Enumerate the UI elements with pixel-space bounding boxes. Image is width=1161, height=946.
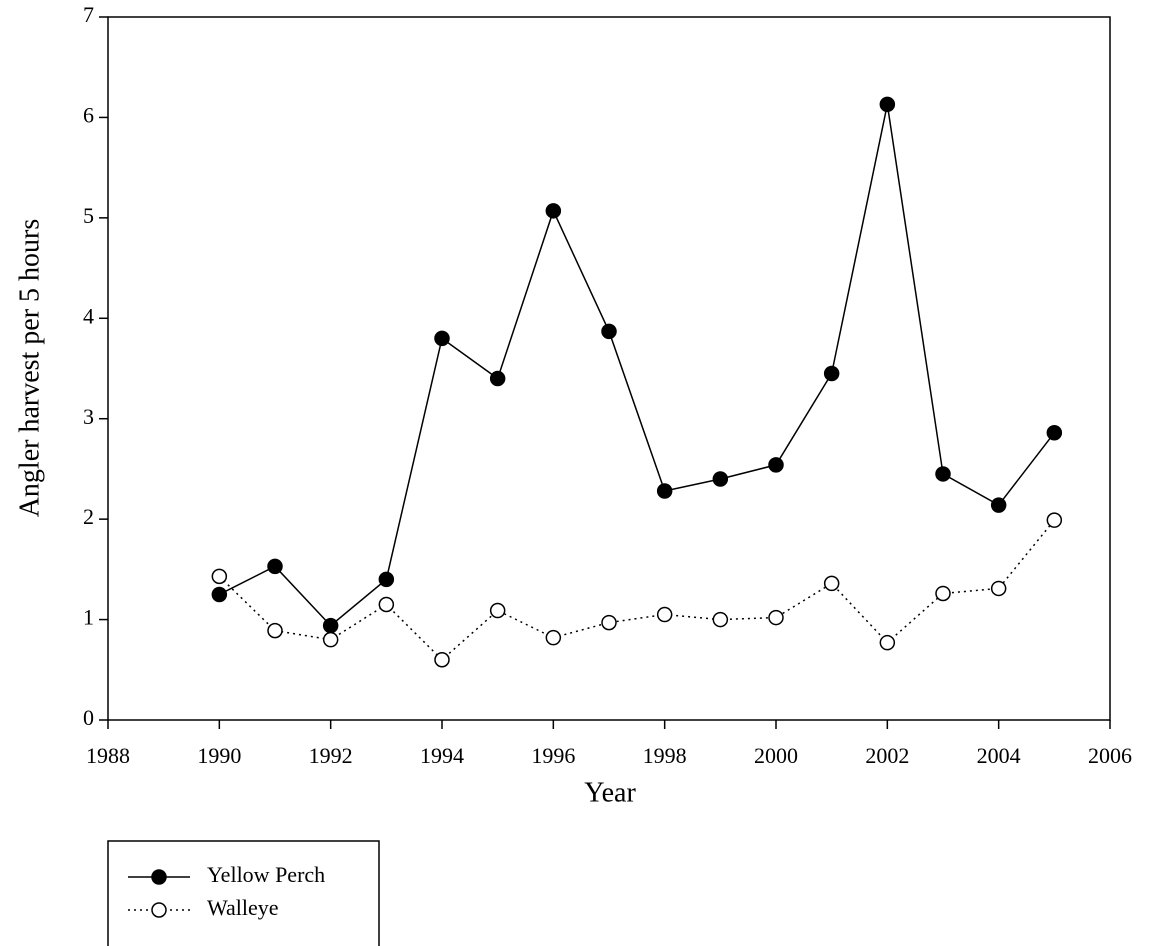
y-tick-label: 5 [83, 203, 94, 228]
legend-marker [151, 902, 167, 918]
data-point [768, 457, 784, 473]
data-point [322, 631, 339, 648]
data-point [489, 370, 506, 387]
data-point [545, 629, 562, 646]
y-tick-label: 3 [83, 404, 94, 429]
x-tick-label: 1996 [531, 743, 575, 768]
data-point [211, 568, 228, 585]
y-tick-label: 4 [83, 303, 94, 328]
data-point [434, 651, 450, 668]
x-tick-label: 1992 [309, 743, 353, 768]
data-point [990, 580, 1007, 597]
data-point [935, 466, 951, 482]
data-point [656, 483, 673, 499]
legend-label: Walleye [207, 895, 279, 920]
data-point [434, 330, 450, 347]
data-point [990, 497, 1007, 513]
y-tick-label: 2 [83, 504, 94, 529]
data-point [768, 609, 784, 626]
y-tick-label: 1 [83, 605, 94, 630]
data-point [601, 614, 617, 631]
x-tick-label: 1998 [643, 743, 687, 768]
data-point [322, 617, 339, 634]
x-tick-label: 2000 [754, 743, 798, 768]
data-point [267, 622, 283, 639]
plot-frame [107, 16, 1111, 721]
data-point [823, 365, 840, 382]
data-point [1046, 425, 1063, 441]
series-line [218, 519, 1055, 661]
series-line [218, 104, 1055, 627]
data-point [601, 323, 617, 340]
y-tick-label: 0 [83, 705, 94, 730]
data-point [712, 471, 729, 487]
y-tick-label: 7 [83, 2, 94, 27]
x-tick-label: 1990 [197, 743, 241, 768]
data-point [378, 571, 395, 588]
data-point [378, 596, 395, 613]
legend-label: Yellow Perch [207, 862, 325, 887]
data-point [656, 606, 673, 623]
data-point [489, 602, 506, 619]
data-point [267, 558, 283, 575]
y-axis-label: Angler harvest per 5 hours [14, 219, 45, 518]
x-tick-label: 2004 [977, 743, 1021, 768]
x-tick-label: 1988 [86, 743, 130, 768]
data-point [211, 586, 228, 603]
x-tick-label: 1994 [420, 743, 464, 768]
data-point [935, 585, 951, 602]
data-point [879, 634, 896, 651]
data-point [712, 611, 729, 628]
x-tick-label: 2006 [1088, 743, 1132, 768]
x-tick-label: 2002 [865, 743, 909, 768]
y-tick-label: 6 [83, 102, 94, 127]
data-point [823, 575, 840, 592]
data-point [879, 96, 896, 113]
data-point [1046, 512, 1063, 528]
x-axis-label: Year [584, 777, 636, 808]
data-point [545, 203, 562, 219]
legend-box [107, 840, 380, 946]
legend-marker [151, 869, 167, 885]
